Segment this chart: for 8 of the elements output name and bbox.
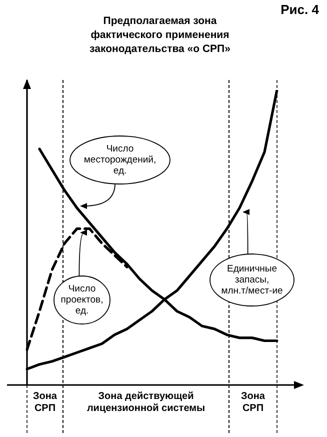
series-label: Число проектов, ед. (60, 284, 104, 317)
text: Зона СРП (33, 390, 58, 414)
text: Число месторождений, ед. (84, 144, 156, 177)
chart-title: Предполагаемая зона фактического применения законодательства «о СРП» (88, 14, 232, 56)
text: Рис. 4 (280, 2, 319, 17)
series-label: Единичные запасы, млн.т/мест-ие (221, 264, 283, 297)
text: Зона действующей лицензионной системы (86, 390, 206, 414)
text: Зона СРП (241, 390, 266, 414)
